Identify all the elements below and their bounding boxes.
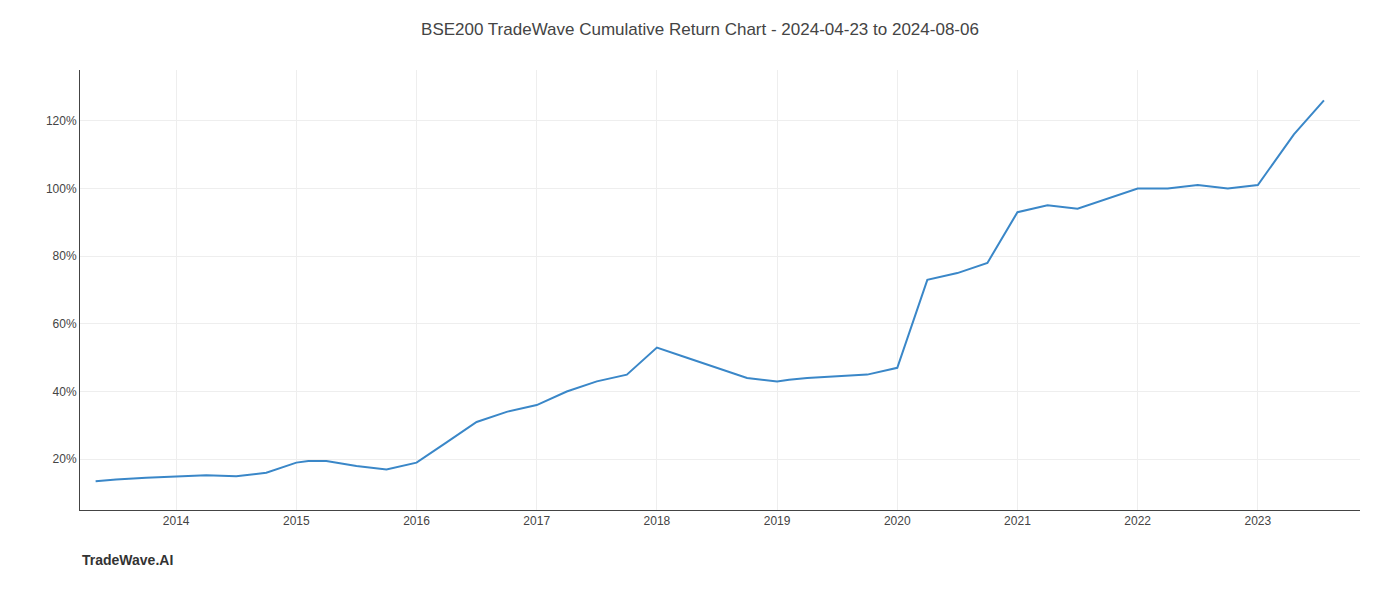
- svg-text:100%: 100%: [46, 182, 77, 196]
- svg-text:60%: 60%: [53, 317, 77, 331]
- svg-text:2016: 2016: [403, 514, 430, 528]
- svg-text:BSE200 TradeWave Cumulative Re: BSE200 TradeWave Cumulative Return Chart…: [421, 20, 979, 39]
- svg-text:2014: 2014: [163, 514, 190, 528]
- svg-text:2021: 2021: [1004, 514, 1031, 528]
- svg-text:2023: 2023: [1244, 514, 1271, 528]
- svg-text:2020: 2020: [884, 514, 911, 528]
- svg-text:2015: 2015: [283, 514, 310, 528]
- svg-text:2019: 2019: [764, 514, 791, 528]
- svg-text:120%: 120%: [46, 114, 77, 128]
- svg-text:2018: 2018: [644, 514, 671, 528]
- svg-text:TradeWave.AI: TradeWave.AI: [82, 552, 173, 568]
- svg-text:20%: 20%: [53, 452, 77, 466]
- svg-text:2017: 2017: [523, 514, 550, 528]
- svg-text:2022: 2022: [1124, 514, 1151, 528]
- svg-text:40%: 40%: [53, 385, 77, 399]
- svg-text:80%: 80%: [53, 249, 77, 263]
